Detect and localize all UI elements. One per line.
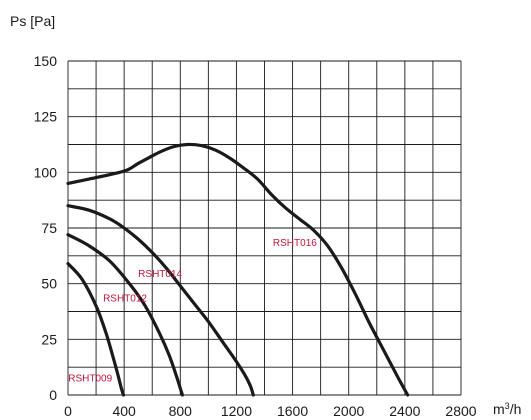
x-tick-label: 2400	[389, 403, 420, 419]
grid	[67, 60, 462, 396]
x-axis-unit: m3/h	[493, 401, 521, 417]
curve-labels: RSHT009 RSHT012 RSHT014 RSHT016	[68, 238, 317, 385]
curve-rsht012	[66, 233, 184, 397]
x-tick-label: 0	[64, 403, 72, 419]
y-tick-label: 125	[34, 109, 58, 125]
y-tick-label: 75	[41, 220, 57, 236]
curve-label-rsht016: RSHT016	[273, 238, 317, 249]
y-tick-label: 50	[41, 276, 57, 292]
x-tick-label: 800	[169, 403, 193, 419]
x-tick-label: 1600	[277, 403, 308, 419]
y-tick-label: 0	[49, 387, 57, 403]
curve-label-rsht014: RSHT014	[138, 269, 182, 280]
x-tick-label: 400	[112, 403, 136, 419]
curve-rsht014	[66, 204, 255, 397]
y-tick-label: 100	[34, 164, 58, 180]
curve-rsht016	[66, 142, 410, 397]
curve-label-rsht009: RSHT009	[68, 374, 112, 385]
x-tick-label: 2800	[445, 403, 476, 419]
y-axis-title: Ps [Pa]	[10, 13, 55, 29]
y-tick-label: 150	[34, 53, 58, 69]
curve-label-rsht012: RSHT012	[103, 293, 147, 304]
x-axis-ticks: 0 400 800 1200 1600 2000 2400 2800	[64, 403, 477, 419]
curves	[66, 142, 410, 397]
curve-rsht009	[66, 262, 126, 397]
x-tick-label: 2000	[333, 403, 364, 419]
x-tick-label: 1200	[221, 403, 252, 419]
y-axis-ticks: 0 25 50 75 100 125 150	[34, 53, 58, 403]
y-tick-label: 25	[41, 331, 57, 347]
